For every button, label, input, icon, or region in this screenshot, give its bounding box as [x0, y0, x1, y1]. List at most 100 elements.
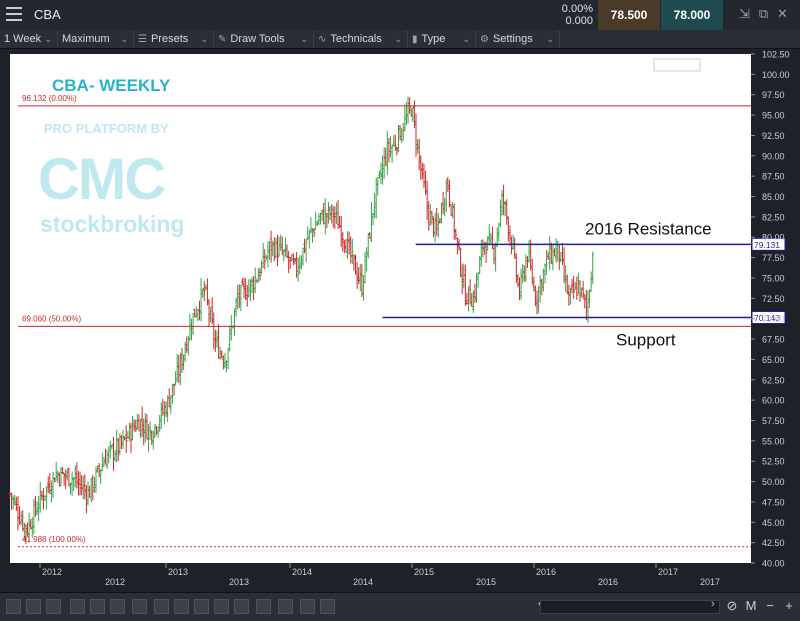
ohlc-bar — [118, 432, 122, 456]
ohlc-bar — [29, 518, 32, 530]
ohlc-bar — [436, 213, 440, 238]
type-dropdown[interactable]: ▮ Type ⌄ — [408, 30, 476, 48]
ohlc-bar — [75, 462, 79, 489]
ohlc-bar — [234, 297, 238, 317]
ohlc-bar — [293, 257, 297, 265]
ohlc-bar — [304, 239, 308, 262]
ohlc-bar — [265, 254, 268, 260]
technicals-dropdown[interactable]: ∿ Technicals ⌄ — [314, 30, 408, 48]
y-tick-label: 97.50 — [762, 90, 785, 100]
hamburger-menu-icon[interactable] — [6, 7, 22, 21]
y-tick-label: 70.00 — [762, 314, 785, 324]
buy-price-button[interactable]: 78.000 — [661, 0, 723, 30]
zoom-in-icon[interactable]: + — [785, 598, 793, 613]
ohlc-bar — [411, 106, 415, 122]
tool-cross-icon[interactable] — [174, 599, 189, 614]
ohlc-bar — [126, 431, 130, 439]
y-tick-label: 85.00 — [762, 192, 785, 202]
ohlc-bar — [344, 238, 348, 253]
ohlc-bar — [145, 414, 149, 440]
ohlc-bar — [124, 425, 128, 453]
ohlc-bar — [214, 329, 217, 352]
tool-segment-icon[interactable] — [90, 599, 105, 614]
ohlc-bar — [530, 258, 534, 285]
price-chart[interactable]: PRO PLATFORM BY CMC stockbroking CBA- WE… — [0, 49, 800, 591]
y-tick-label: 45.00 — [762, 518, 785, 528]
ohlc-bar — [50, 480, 53, 503]
ohlc-bar — [468, 279, 472, 304]
ohlc-bar — [400, 127, 403, 144]
ohlc-bar — [10, 492, 13, 510]
settings-dropdown[interactable]: ⚙ Settings ⌄ — [476, 30, 560, 48]
chart-area[interactable]: PRO PLATFORM BY CMC stockbroking CBA- WE… — [0, 49, 800, 591]
ohlc-bar — [519, 268, 523, 300]
ohlc-bar — [577, 273, 580, 295]
presets-dropdown[interactable]: ☰ Presets ⌄ — [134, 30, 214, 48]
ohlc-bar — [413, 100, 416, 129]
popout-icon[interactable]: ⧉ — [758, 6, 769, 21]
type-label: Type — [421, 33, 446, 45]
interval-dropdown[interactable]: 1 Week ⌄ — [0, 30, 58, 48]
ohlc-bar — [363, 251, 367, 284]
tool-ellipse-icon[interactable] — [132, 599, 147, 614]
detach-icon[interactable]: ⇲ — [739, 6, 750, 21]
ohlc-bar — [331, 206, 335, 228]
ohlc-bar — [104, 448, 107, 465]
symbol-search-area[interactable] — [120, 4, 550, 26]
ohlc-bar — [19, 511, 23, 526]
tool-measure-icon[interactable] — [320, 599, 335, 614]
scroll-left-icon[interactable]: ‹ — [538, 598, 542, 610]
tool-channel-icon[interactable] — [154, 599, 169, 614]
ohlc-bar — [78, 471, 82, 496]
range-dropdown[interactable]: Maximum ⌄ — [58, 30, 134, 48]
m-icon[interactable]: M — [745, 598, 757, 613]
wave-icon: ∿ — [318, 34, 327, 45]
ohlc-bar — [266, 241, 270, 268]
tool-arrow-icon[interactable] — [234, 599, 249, 614]
no-symbol-icon[interactable]: ⊘ — [726, 598, 738, 613]
settings-label: Settings — [492, 33, 533, 45]
sell-price-button[interactable]: 78.500 — [598, 0, 660, 30]
ohlc-bar — [174, 371, 177, 386]
zoom-out-icon[interactable]: − — [766, 598, 774, 613]
symbol-input[interactable]: CBA — [34, 7, 61, 22]
tool-horizontal-line-icon[interactable] — [70, 599, 85, 614]
ohlc-bar — [572, 275, 575, 299]
tool-pitchfork-icon[interactable] — [214, 599, 229, 614]
ohlc-bar — [83, 474, 87, 500]
ohlc-bar — [562, 247, 566, 284]
tool-trendline-icon[interactable] — [110, 599, 125, 614]
ohlc-bar — [179, 352, 182, 386]
ohlc-bar — [378, 170, 381, 179]
ohlc-bar — [537, 286, 540, 314]
ohlc-bar — [505, 199, 509, 226]
ohlc-bar — [333, 206, 337, 230]
tool-fib-icon[interactable] — [194, 599, 209, 614]
ohlc-bar — [155, 426, 158, 436]
y-tick-label: 80.00 — [762, 233, 785, 243]
y-tick-label: 82.50 — [762, 212, 785, 222]
chart-scrollbar[interactable] — [540, 600, 720, 614]
tool-rectangle-icon[interactable] — [300, 599, 315, 614]
tool-line-chart-icon[interactable] — [26, 599, 41, 614]
value-box-text: 70.143 — [754, 313, 780, 323]
ohlc-bar — [414, 113, 418, 157]
y-tick-label: 57.50 — [762, 416, 785, 426]
ohlc-bar — [398, 124, 402, 141]
draw-tools-dropdown[interactable]: ✎ Draw Tools ⌄ — [214, 30, 314, 48]
ohlc-bar — [11, 495, 15, 510]
tool-gann-icon[interactable] — [256, 599, 271, 614]
ohlc-bar — [249, 279, 252, 302]
tool-wave-icon[interactable] — [46, 599, 61, 614]
y-tick-label: 47.50 — [762, 497, 785, 507]
ohlc-bar — [228, 325, 232, 352]
close-icon[interactable]: ✕ — [777, 6, 788, 21]
price-change: 0.00% 0.000 — [555, 3, 593, 27]
ohlc-bar — [242, 277, 246, 299]
ohlc-bar — [346, 231, 349, 259]
ohlc-bar — [573, 281, 577, 291]
tool-retracement-icon[interactable] — [278, 599, 293, 614]
tool-curve-icon[interactable] — [6, 599, 21, 614]
ohlc-bar — [381, 155, 384, 185]
scroll-right-icon[interactable]: › — [711, 598, 715, 610]
